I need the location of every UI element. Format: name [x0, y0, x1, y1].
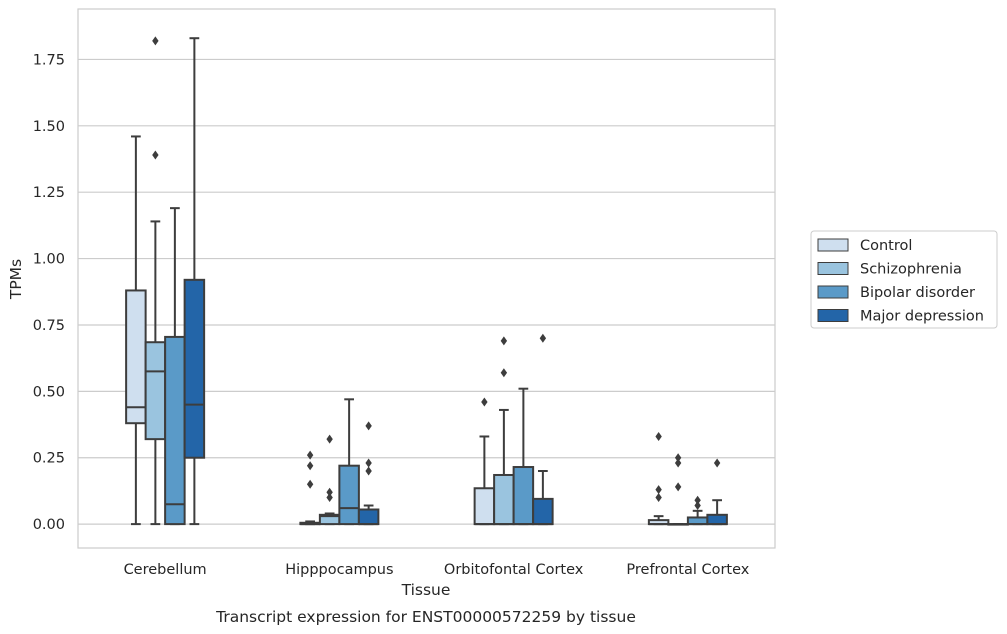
box-2-3	[686, 495, 709, 526]
box-body	[512, 466, 535, 526]
box-body	[183, 278, 206, 459]
outlier-point	[365, 466, 372, 476]
outlier-point	[152, 150, 159, 160]
x-tick-label: Orbitofontal Cortex	[444, 562, 584, 578]
y-axis-label: TPMs	[7, 259, 25, 300]
outlier-point	[326, 487, 333, 497]
y-tick-label: 1.50	[33, 119, 65, 135]
x-axis-label: Tissue	[401, 581, 451, 599]
box-1-2	[493, 336, 515, 526]
box-body	[125, 289, 147, 425]
legend-label: Schizophrenia	[860, 262, 962, 278]
y-tick-label: 1.25	[33, 185, 65, 201]
outlier-point	[694, 495, 701, 505]
y-axis-ticks: 0.00 0.25 0.50 0.75 1.00 1.25 1.50 1.75	[33, 52, 65, 533]
legend-swatch	[817, 285, 849, 299]
box-body	[493, 473, 515, 526]
chart-caption: Transcript expression for ENST0000057225…	[215, 608, 636, 626]
box-2-0	[164, 207, 186, 526]
box-1-0	[144, 36, 167, 526]
y-tick-label: 0.00	[33, 517, 65, 533]
legend-swatch	[817, 238, 849, 252]
box-body	[164, 335, 186, 526]
box-body	[473, 487, 496, 526]
outlier-point	[655, 493, 662, 503]
box-body	[706, 513, 728, 526]
outlier-point	[152, 36, 159, 46]
outlier-point	[500, 336, 508, 346]
box-body	[357, 508, 380, 526]
outlier-point	[674, 482, 682, 492]
legend: Control Schizophrenia Bipolar disorder Majo…	[810, 230, 998, 329]
legend-label: Major depression	[860, 309, 984, 325]
y-tick-label: 1.75	[33, 52, 65, 68]
legend-label: Control	[860, 238, 912, 254]
box-0-0	[125, 135, 147, 526]
box-3-0	[183, 37, 206, 526]
x-tick-label: Cerebellum	[124, 562, 207, 578]
y-tick-label: 1.00	[33, 252, 65, 268]
outlier-point	[655, 431, 662, 441]
outlier-point	[674, 458, 682, 468]
box-0-2	[473, 397, 496, 526]
legend-label: Bipolar disorder	[860, 285, 975, 301]
y-tick-label: 0.25	[33, 451, 65, 467]
box-body	[144, 341, 167, 441]
outlier-point	[655, 485, 662, 495]
outlier-point	[694, 501, 701, 511]
box-3-3	[706, 458, 728, 526]
legend-swatch	[817, 262, 849, 275]
x-axis-ticks: Cerebellum Hipppocampus Orbitofontal Corte…	[124, 562, 750, 578]
outlier-point	[365, 421, 372, 431]
box-0-1	[299, 450, 321, 526]
outlier-point	[306, 450, 314, 460]
x-tick-label: Hipppocampus	[285, 562, 393, 578]
outlier-point	[674, 453, 682, 463]
outlier-point	[481, 397, 488, 407]
outlier-point	[500, 368, 508, 378]
box-body	[338, 464, 360, 526]
outlier-point	[306, 461, 314, 471]
outlier-point	[713, 458, 721, 468]
plot-area-frame	[77, 8, 776, 549]
box-0-3	[647, 431, 670, 526]
outlier-point	[306, 479, 314, 489]
y-tick-label: 0.50	[33, 384, 65, 400]
outlier-point	[326, 493, 333, 503]
boxes	[125, 36, 728, 526]
box-2-1	[338, 398, 360, 526]
box-1-1	[318, 434, 341, 526]
outlier-point	[539, 333, 547, 343]
box-1-3	[667, 453, 689, 526]
y-tick-label: 0.75	[33, 318, 65, 334]
box-3-1	[357, 421, 380, 526]
outlier-point	[365, 458, 372, 468]
legend-frame	[810, 230, 998, 329]
box-3-2	[532, 333, 554, 526]
box-body	[532, 497, 554, 526]
outlier-point	[326, 434, 333, 444]
x-tick-label: Prefrontal Cortex	[626, 562, 749, 578]
legend-swatch	[817, 309, 849, 322]
box-2-2	[512, 387, 535, 526]
